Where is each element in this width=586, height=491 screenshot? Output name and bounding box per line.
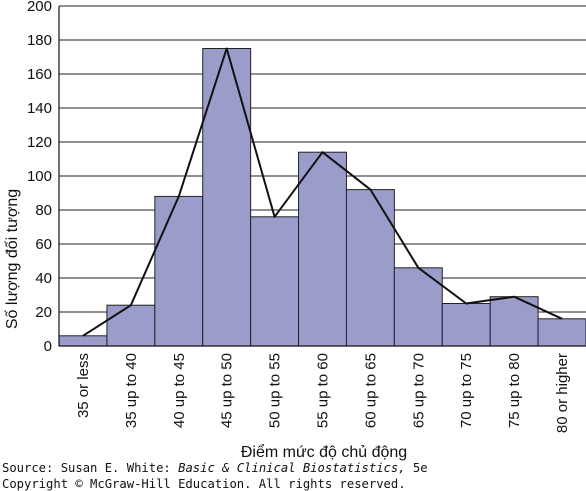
- copyright-notice: Copyright © McGraw-Hill Education. All r…: [2, 477, 406, 491]
- x-tick-label: 80 or higher: [554, 353, 571, 433]
- x-tick-label: 45 up to 50: [219, 353, 236, 428]
- y-tick-labels: 0 20 40 60 80 100 120 140 160 180 200: [27, 0, 52, 355]
- y-tick-label: 0: [44, 338, 52, 355]
- x-tick-label: 60 up to 65: [362, 353, 379, 428]
- x-tick-label: 55 up to 60: [315, 353, 332, 428]
- frequency-polygon: [82, 47, 563, 337]
- x-tick-label: 35 or less: [75, 353, 92, 418]
- x-tick-label: 65 up to 70: [410, 353, 427, 428]
- x-tick-label: 35 up to 40: [123, 353, 140, 428]
- x-axis-title: Điểm mức độ chủ động: [241, 443, 407, 461]
- x-tick-labels: 35 or less 35 up to 40 40 up to 45 45 up to…: [75, 353, 571, 433]
- x-tick-label: 50 up to 55: [267, 353, 284, 428]
- histogram-bar: [441, 303, 491, 347]
- y-tick-label: 120: [27, 134, 52, 151]
- y-tick-label: 200: [27, 0, 52, 15]
- y-axis-title: Số lượng đối tượng: [4, 189, 21, 329]
- x-tick-label: 70 up to 75: [458, 353, 475, 428]
- x-tick-label: 40 up to 45: [171, 353, 188, 428]
- source-book-title: Basic & Clinical Biostatistics,: [178, 461, 406, 475]
- histogram-bar: [250, 216, 300, 347]
- histogram-bar: [106, 304, 156, 347]
- y-tick-label: 60: [35, 236, 52, 253]
- frequency-polygon-line: [82, 47, 563, 337]
- y-tick-label: 180: [27, 32, 52, 49]
- y-tick-label: 20: [35, 304, 52, 321]
- source-edition: 5e: [405, 461, 428, 475]
- histogram-bar: [298, 151, 347, 347]
- x-tick-label: 75 up to 80: [506, 353, 523, 428]
- histogram-bar: [537, 318, 586, 347]
- y-tick-label: 140: [27, 100, 52, 117]
- source-credit: Source: Susan E. White: Basic & Clinical…: [2, 461, 428, 475]
- bars: [58, 48, 586, 347]
- source-prefix: Source: Susan E. White:: [2, 461, 179, 475]
- histogram-bar: [154, 195, 204, 347]
- y-tick-label: 40: [35, 270, 52, 287]
- y-tick-label: 160: [27, 66, 52, 83]
- y-tick-label: 80: [35, 202, 52, 219]
- histogram-bar: [345, 189, 395, 347]
- y-tick-label: 100: [27, 168, 52, 185]
- histogram-bar: [58, 335, 108, 347]
- histogram-bar: [202, 48, 252, 347]
